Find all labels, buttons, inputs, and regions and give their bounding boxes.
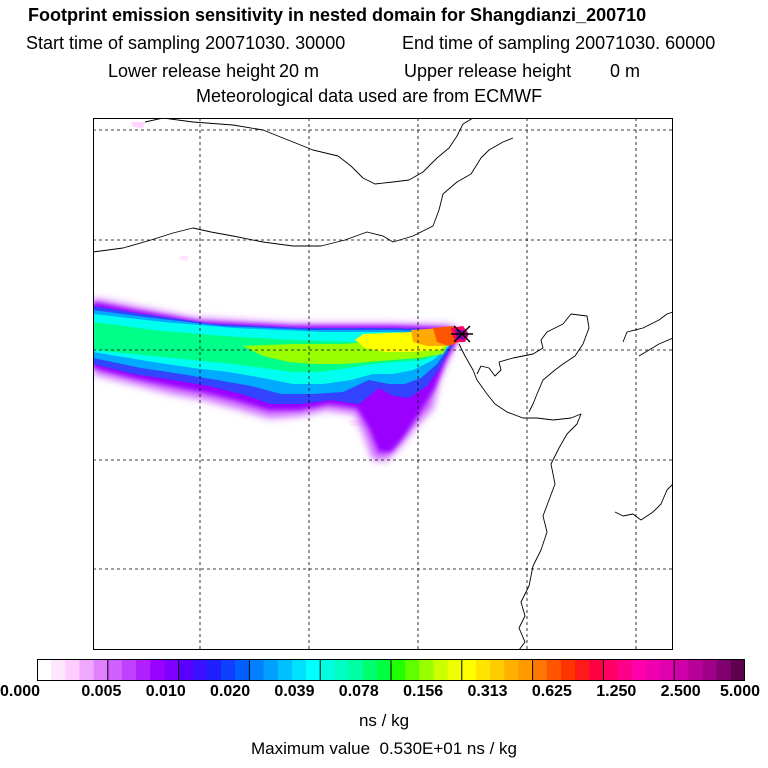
colorbar-cell xyxy=(688,659,704,681)
colorbar-cell xyxy=(79,659,95,681)
colorbar-cell xyxy=(518,659,534,681)
colorbar-tick-label: 0.078 xyxy=(338,683,379,700)
colorbar-cell xyxy=(221,659,236,681)
colorbar-cell xyxy=(433,659,449,681)
colorbar-cell xyxy=(263,659,279,681)
colorbar-cell xyxy=(546,659,562,681)
colorbar-cell xyxy=(93,659,109,681)
colorbar-frame xyxy=(37,659,745,681)
colorbar-cell xyxy=(603,659,619,681)
colorbar-tick-label: 0.000 xyxy=(0,683,41,700)
colorbar-tick-label: 0.020 xyxy=(210,683,251,700)
colorbar-cell xyxy=(560,659,576,681)
plume-speck xyxy=(131,122,145,128)
colorbar-cell xyxy=(37,659,52,681)
maximum-value: 0.530E+01 ns / kg xyxy=(379,739,518,758)
colorbar-cell xyxy=(645,659,661,681)
colorbar-cell xyxy=(617,659,633,681)
colorbar-cell xyxy=(348,659,364,681)
colorbar-tick-label: 0.010 xyxy=(145,683,186,700)
colorbar-cell xyxy=(306,659,321,681)
colorbar-tick-label: 1.250 xyxy=(596,683,637,700)
upper-height-value: 0 m xyxy=(610,61,641,81)
colorbar-cell xyxy=(320,659,335,681)
colorbar-cell xyxy=(291,659,307,681)
colorbar-cell xyxy=(532,659,548,681)
colorbar-tick-label: 0.005 xyxy=(81,683,122,700)
colorbar-tick-label: 5.000 xyxy=(719,683,760,700)
colorbar-cell xyxy=(575,659,590,681)
colorbar-cell xyxy=(164,659,180,681)
lower-height-label: Lower release height xyxy=(108,61,276,81)
colorbar-cell xyxy=(192,659,208,681)
colorbar-cell xyxy=(65,659,81,681)
colorbar-cell xyxy=(121,659,137,681)
maximum-value-label: Maximum value xyxy=(250,739,371,758)
lower-height-value: 20 m xyxy=(279,61,320,81)
colorbar-cell xyxy=(107,659,123,681)
colorbar-tick-label: 2.500 xyxy=(660,683,701,700)
colorbar-cell xyxy=(504,659,520,681)
coastline-east xyxy=(622,311,673,343)
colorbar-tick-label: 0.156 xyxy=(403,683,444,700)
colorbar-cell xyxy=(277,659,293,681)
receptor-marker-icon xyxy=(451,325,473,343)
colorbar-cell xyxy=(206,659,222,681)
colorbar-cell xyxy=(178,659,194,681)
met-data-label: Meteorological data used are from ECMWF xyxy=(196,86,543,106)
colorbar-cell xyxy=(235,659,250,681)
coastline-bay xyxy=(476,313,590,413)
colorbar-cell xyxy=(419,659,435,681)
plume-speck xyxy=(179,256,189,261)
colorbar-cell xyxy=(475,659,491,681)
colorbar-tick-label: 0.039 xyxy=(274,683,315,700)
colorbar-cell xyxy=(730,659,745,681)
start-time-label: Start time of sampling 20071030. 30000 xyxy=(26,33,346,53)
plot-title: Footprint emission sensitivity in nested… xyxy=(28,5,647,25)
colorbar-cell xyxy=(376,659,392,681)
border-west xyxy=(93,137,514,253)
colorbar-cell xyxy=(51,659,66,681)
colorbar-tick-label: 0.313 xyxy=(467,683,508,700)
colorbar-cell xyxy=(589,659,604,681)
coastlines-borders xyxy=(93,118,673,650)
colorbar-cell xyxy=(249,659,265,681)
colorbar-cell xyxy=(716,659,732,681)
colorbar-cell xyxy=(702,659,718,681)
colorbar-cell xyxy=(150,659,166,681)
colorbar-cell xyxy=(674,659,689,681)
coastline-south xyxy=(614,483,673,521)
colorbar-tick-label: 0.625 xyxy=(531,683,572,700)
coastline-main xyxy=(458,343,582,650)
colorbar-cell xyxy=(660,659,675,681)
map-frame xyxy=(93,118,673,650)
coastline-east-2 xyxy=(638,337,673,357)
footprint-map xyxy=(93,118,673,650)
colorbar xyxy=(37,659,745,681)
colorbar-cell xyxy=(136,659,151,681)
colorbar-cell xyxy=(405,659,420,681)
colorbar-cell xyxy=(631,659,647,681)
colorbar-cell xyxy=(362,659,378,681)
colorbar-cell xyxy=(447,659,463,681)
colorbar-cell xyxy=(391,659,406,681)
colorbar-units: ns / kg xyxy=(358,711,410,730)
upper-height-label: Upper release height xyxy=(404,61,572,81)
colorbar-cell xyxy=(461,659,477,681)
border-north xyxy=(144,118,474,185)
end-time-label: End time of sampling 20071030. 60000 xyxy=(402,33,716,53)
grid-lines xyxy=(93,118,673,650)
maximum-value-line: Maximum value 0.530E+01 ns / kg xyxy=(0,739,768,759)
colorbar-cell xyxy=(490,659,505,681)
colorbar-cell xyxy=(334,659,350,681)
